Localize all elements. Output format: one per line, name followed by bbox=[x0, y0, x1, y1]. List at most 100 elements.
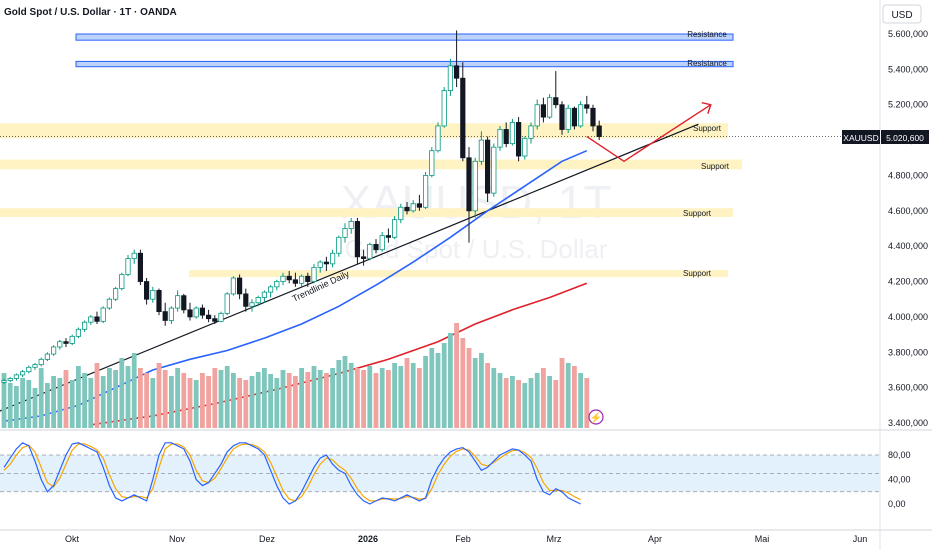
candle-body bbox=[385, 235, 392, 238]
resistance-label-2: Resistance bbox=[687, 59, 727, 68]
volume-bar bbox=[107, 368, 112, 428]
candle-body bbox=[534, 104, 540, 127]
volume-bar bbox=[69, 380, 75, 428]
candle-body bbox=[429, 150, 435, 176]
volume-bar bbox=[361, 370, 366, 428]
y-tick-label: 4.400,000 bbox=[888, 241, 928, 251]
volume-bar bbox=[528, 378, 534, 428]
volume-bar bbox=[14, 386, 19, 428]
candle-body bbox=[528, 125, 534, 139]
candle-body bbox=[94, 316, 100, 322]
volume-bar bbox=[330, 368, 335, 428]
y-tick-label: 4.200,000 bbox=[888, 277, 928, 287]
candle-body bbox=[503, 129, 509, 145]
volume-bar bbox=[479, 353, 484, 428]
volume-bar bbox=[559, 358, 565, 428]
x-tick-feb: Feb bbox=[455, 534, 471, 544]
volume-bar bbox=[138, 368, 143, 428]
candle-body bbox=[416, 203, 423, 208]
candle-body bbox=[168, 307, 174, 321]
candle-body bbox=[578, 104, 584, 127]
currency-button[interactable] bbox=[882, 4, 922, 24]
volume-bar bbox=[342, 356, 348, 428]
volume-bar bbox=[497, 373, 503, 428]
candle-body bbox=[218, 312, 224, 322]
volume-layer bbox=[1, 323, 590, 428]
volume-bar bbox=[57, 378, 63, 428]
y-tick-label: 3.600,000 bbox=[888, 383, 928, 393]
candle-body bbox=[441, 90, 447, 127]
lightning-icon[interactable] bbox=[588, 409, 604, 425]
candle-body bbox=[100, 307, 106, 322]
y-tick-label: 4.000,000 bbox=[888, 312, 928, 322]
candle-body bbox=[51, 346, 57, 355]
y-tick-label: 5.200,000 bbox=[888, 100, 928, 110]
volume-bar bbox=[547, 376, 552, 428]
x-tick-dez: Dez bbox=[259, 534, 276, 544]
forecast-arrowhead bbox=[701, 102, 712, 114]
volume-bar bbox=[460, 338, 466, 428]
stoch-y-tick: 0,00 bbox=[888, 499, 906, 509]
candle-body bbox=[509, 122, 516, 145]
forecast-path bbox=[586, 104, 712, 163]
volume-bar bbox=[26, 380, 32, 428]
candle-body bbox=[323, 261, 330, 265]
volume-bar bbox=[162, 370, 168, 428]
candle-body bbox=[391, 219, 398, 238]
candle-body bbox=[236, 277, 243, 295]
volume-bar bbox=[410, 363, 416, 428]
volume-bar bbox=[262, 368, 267, 428]
candle-body bbox=[410, 203, 416, 212]
volume-bar bbox=[299, 368, 304, 428]
price-tag-value: 5.020,600 bbox=[886, 133, 924, 143]
candle-body bbox=[156, 289, 162, 313]
volume-bar bbox=[293, 376, 298, 428]
volume-bar bbox=[175, 368, 180, 428]
candle-body bbox=[7, 378, 13, 381]
volume-bar bbox=[572, 366, 577, 428]
volume-bar bbox=[534, 373, 540, 428]
candle-body bbox=[466, 157, 472, 212]
volume-bar bbox=[113, 370, 118, 428]
candle-body bbox=[181, 295, 187, 311]
volume-bar bbox=[522, 383, 528, 428]
volume-bar bbox=[491, 368, 497, 428]
stoch-y-tick: 80,00 bbox=[888, 450, 911, 460]
candle-body bbox=[137, 252, 143, 282]
candle-body bbox=[125, 258, 131, 275]
x-tick-nov: Nov bbox=[169, 534, 186, 544]
volume-bar bbox=[336, 360, 342, 428]
volume-bar bbox=[472, 358, 478, 428]
candle-body bbox=[19, 371, 26, 376]
y-tick-label: 5.400,000 bbox=[888, 64, 928, 74]
support-label-4: Support bbox=[683, 269, 712, 278]
candle-body bbox=[199, 307, 205, 316]
currency-label: USD bbox=[891, 10, 912, 21]
candle-body bbox=[150, 289, 156, 300]
volume-bar bbox=[553, 380, 559, 428]
volume-bar bbox=[280, 370, 286, 428]
y-tick-label: 3.400,000 bbox=[888, 418, 928, 428]
candle-body bbox=[460, 77, 466, 159]
volume-bar bbox=[38, 368, 44, 428]
volume-bar bbox=[255, 372, 261, 428]
annotations-layer bbox=[586, 102, 712, 163]
zones-layer bbox=[0, 33, 742, 278]
volume-bar bbox=[448, 333, 453, 428]
x-tick-mai: Mai bbox=[755, 534, 770, 544]
y-tick-label: 4.600,000 bbox=[888, 206, 928, 216]
volume-bar bbox=[144, 373, 149, 428]
volume-bar bbox=[218, 370, 224, 428]
price-tag-symbol-box bbox=[842, 130, 880, 144]
candle-body bbox=[329, 252, 336, 265]
x-tick-apr: Apr bbox=[648, 534, 662, 544]
volume-bar bbox=[348, 363, 354, 428]
volume-bar bbox=[417, 368, 422, 428]
candle-body bbox=[230, 277, 236, 295]
price-tag-symbol: XAUUSD bbox=[843, 133, 878, 143]
volume-bar bbox=[429, 348, 435, 428]
volume-bar bbox=[317, 370, 323, 428]
stoch-k-line bbox=[3, 442, 581, 505]
volume-bar bbox=[187, 378, 193, 428]
